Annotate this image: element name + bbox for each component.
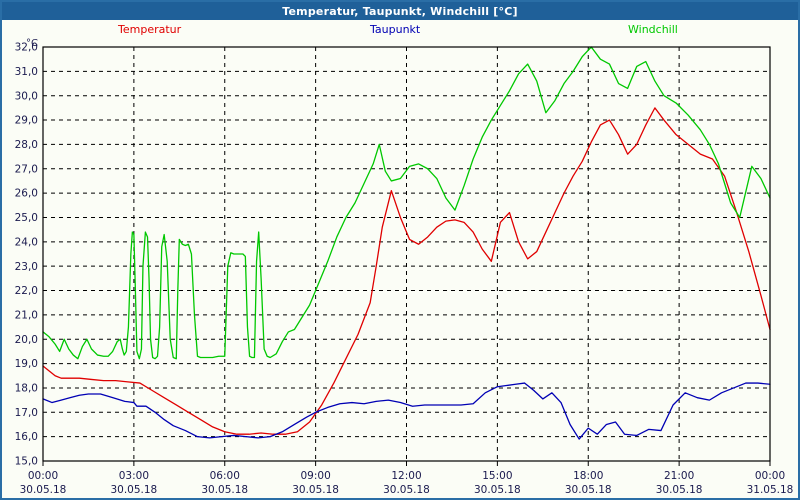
y-tick-label: 19,0: [15, 358, 38, 370]
x-tick-date: 30.05.18: [565, 484, 612, 496]
x-tick-time: 03:00: [119, 470, 149, 482]
legend-item-dewpoint: Taupunkt: [370, 23, 421, 36]
window-titlebar: Temperatur, Taupunkt, Windchill [°C]: [2, 2, 798, 20]
x-tick-time: 06:00: [210, 470, 240, 482]
y-tick-label: 20,0: [15, 334, 38, 346]
x-tick-labels: 00:00 30.05.18 03:00 30.05.18 06:00 30.05.18 0…: [20, 470, 794, 496]
y-tick-label: 25,0: [15, 212, 38, 224]
y-tick-label: 28,0: [15, 139, 38, 151]
y-tick-label: 18,0: [15, 383, 38, 395]
data-series: [42, 46, 771, 440]
x-tick-date: 30.05.18: [201, 484, 248, 496]
x-tick-time: 00:00: [755, 470, 785, 482]
x-tick-date: 30.05.18: [656, 484, 703, 496]
x-tick-date: 30.05.18: [110, 484, 157, 496]
y-tick-label: 26,0: [15, 188, 38, 200]
y-tick-label: 31,0: [15, 66, 38, 78]
y-tick-labels: 32,031,030,029,028,027,026,025,024,023,0…: [15, 42, 38, 468]
x-tick-time: 21:00: [664, 470, 694, 482]
y-tick-label: 17,0: [15, 407, 38, 419]
y-axis-unit-label: °C: [26, 38, 38, 49]
y-tick-label: 22,0: [15, 285, 38, 297]
x-tick-time: 09:00: [300, 470, 330, 482]
series-line-windchill: [42, 46, 771, 360]
y-tick-label: 30,0: [15, 90, 38, 102]
x-tick-date: 31.05.18: [747, 484, 794, 496]
x-tick-time: 15:00: [482, 470, 512, 482]
x-tick-date: 30.05.18: [20, 484, 67, 496]
legend-item-windchill: Windchill: [628, 23, 678, 36]
legend-item-temperature: Temperatur: [118, 23, 182, 36]
y-tick-label: 24,0: [15, 236, 38, 248]
y-tick-label: 15,0: [15, 456, 38, 468]
x-tick-date: 30.05.18: [292, 484, 339, 496]
y-tick-label: 29,0: [15, 115, 38, 127]
x-tick-time: 18:00: [573, 470, 603, 482]
y-tick-label: 21,0: [15, 309, 38, 321]
y-tick-label: 23,0: [15, 261, 38, 273]
series-line-temperatur: [42, 107, 771, 435]
y-tick-label: 16,0: [15, 431, 38, 443]
x-tick-date: 30.05.18: [474, 484, 521, 496]
plot-frame: [42, 46, 771, 462]
grid-lines: [42, 46, 771, 466]
series-line-taupunkt: [42, 382, 771, 440]
x-tick-date: 30.05.18: [383, 484, 430, 496]
x-tick-time: 12:00: [391, 470, 421, 482]
y-tick-label: 27,0: [15, 163, 38, 175]
window-title: Temperatur, Taupunkt, Windchill [°C]: [282, 4, 518, 18]
chart-legend: Temperatur Taupunkt Windchill: [2, 20, 798, 40]
x-tick-time: 00:00: [28, 470, 58, 482]
